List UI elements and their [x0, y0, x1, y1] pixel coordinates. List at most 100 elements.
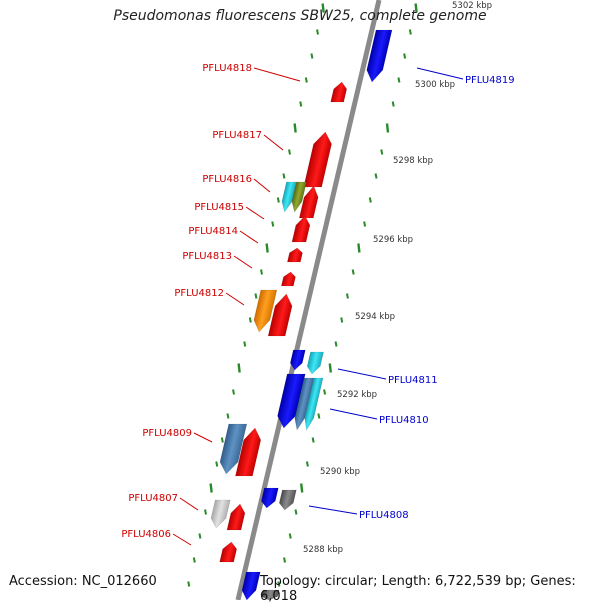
- accession-label: Accession: NC_012660: [9, 574, 157, 589]
- tick-mark: [334, 341, 338, 347]
- tick-row-right: [277, 3, 418, 587]
- scale-labels: 5302 kbp 5300 kbp 5298 kbp 5296 kbp 5294 kbp…: [303, 1, 492, 555]
- tick-mark: [363, 221, 367, 227]
- gene-bottom-a: [241, 571, 261, 601]
- leader-line-PFLU4812: [225, 292, 245, 306]
- tick-mark: [248, 317, 252, 323]
- gene-label-PFLU4814: PFLU4814: [188, 226, 238, 237]
- tick-mark: [277, 581, 281, 587]
- tick-mark: [316, 29, 320, 35]
- leader-line-PFLU4818: [253, 67, 301, 82]
- tick-mark: [391, 101, 395, 107]
- tick-mark: [317, 413, 321, 419]
- tick-mark: [232, 389, 236, 395]
- gene-PFLU4810: [304, 377, 324, 431]
- tick-mark: [260, 269, 264, 275]
- gene-label-PFLU4815: PFLU4815: [194, 202, 244, 213]
- tick-mark: [192, 557, 196, 563]
- scale-label: 5302 kbp: [452, 1, 492, 11]
- tick-mark: [204, 509, 208, 515]
- leader-line-PFLU4809: [193, 432, 213, 443]
- tick-mark: [374, 173, 378, 179]
- tick-mark: [215, 461, 219, 467]
- tick-mark: [368, 197, 372, 203]
- tick-mark: [276, 197, 280, 203]
- tick-mark: [243, 341, 247, 347]
- tick-mark: [226, 413, 230, 419]
- tick-mark: [237, 363, 241, 373]
- tick-mark: [403, 53, 407, 59]
- leader-line-PFLU4807: [179, 497, 199, 511]
- tick-mark: [288, 533, 292, 539]
- gene-PFLU4806: [219, 541, 238, 563]
- tick-mark: [271, 221, 275, 227]
- leader-line-PFLU4810: [329, 408, 378, 420]
- tick-mark: [305, 461, 309, 467]
- tick-mark: [209, 483, 213, 493]
- gene-PFLU4812-a: [253, 289, 278, 333]
- gene-label-PFLU4816: PFLU4816: [202, 174, 252, 185]
- gene-label-PFLU4811: PFLU4811: [388, 375, 438, 386]
- gene-PFLU4809-a: [219, 423, 248, 475]
- gene-PFLU4817: [303, 131, 332, 188]
- leader-line-PFLU4815: [245, 206, 265, 220]
- gene-PFLU4819: [366, 29, 393, 83]
- tick-mark: [293, 123, 297, 133]
- tick-marks: [187, 3, 418, 587]
- gene-PFLU4808-a: [260, 487, 279, 509]
- tick-mark: [345, 293, 349, 299]
- gene-PFLU4814: [291, 215, 311, 243]
- gene-label-PFLU4812: PFLU4812: [174, 288, 224, 299]
- tick-mark: [385, 123, 390, 133]
- gene-PFLU4811-a: [289, 349, 306, 371]
- scale-label: 5300 kbp: [415, 80, 455, 90]
- tick-mark: [380, 149, 384, 155]
- scale-label: 5288 kbp: [303, 545, 343, 555]
- leader-line-PFLU4814: [239, 230, 259, 244]
- leader-line-PFLU4816: [253, 178, 271, 193]
- scale-label: 5296 kbp: [373, 235, 413, 245]
- gene-label-PFLU4809: PFLU4809: [142, 428, 192, 439]
- tick-mark: [351, 269, 355, 275]
- gene-PFLU4813-b: [281, 271, 296, 287]
- gene-label-PFLU4807: PFLU4807: [128, 493, 178, 504]
- gene-PFLU4818: [330, 81, 348, 103]
- label-leader-lines: [172, 67, 464, 546]
- gene-bottom-b: [261, 589, 280, 601]
- gene-PFLU4813: [287, 247, 303, 263]
- tick-mark: [323, 389, 327, 395]
- leader-line-PFLU4819: [416, 67, 464, 80]
- tick-mark: [198, 533, 202, 539]
- tick-mark: [408, 29, 412, 35]
- gene-PFLU4812: [267, 293, 293, 337]
- gene-features: [210, 29, 393, 601]
- gene-label-PFLU4819: PFLU4819: [465, 75, 515, 86]
- gene-PFLU4816-a: [281, 181, 297, 213]
- tick-row-left: [187, 3, 325, 587]
- gene-label-PFLU4810: PFLU4810: [379, 415, 429, 426]
- gene-PFLU4815: [298, 185, 319, 219]
- tick-mark: [288, 149, 292, 155]
- gene-PFLU4809: [235, 427, 262, 477]
- gene-label-PFLU4808: PFLU4808: [359, 510, 409, 521]
- gene-PFLU4807-a: [210, 499, 231, 529]
- tick-mark: [340, 317, 344, 323]
- tick-mark: [304, 77, 308, 83]
- gene-PFLU4808: [278, 489, 297, 511]
- tick-mark: [300, 483, 304, 493]
- leader-line-PFLU4813: [233, 255, 253, 269]
- gene-label-PFLU4817: PFLU4817: [212, 130, 262, 141]
- tick-mark: [310, 53, 314, 59]
- tick-mark: [397, 77, 401, 83]
- leader-line-PFLU4817: [263, 134, 284, 151]
- gene-PFLU4810-a: [277, 373, 306, 429]
- scale-label: 5292 kbp: [337, 390, 377, 400]
- gene-label-PFLU4806: PFLU4806: [121, 529, 171, 540]
- scale-label: 5298 kbp: [393, 156, 433, 166]
- tick-mark: [282, 173, 286, 179]
- tick-mark: [321, 3, 325, 13]
- map-title: Pseudomonas fluorescens SBW25, complete …: [113, 8, 487, 24]
- tick-mark: [299, 101, 303, 107]
